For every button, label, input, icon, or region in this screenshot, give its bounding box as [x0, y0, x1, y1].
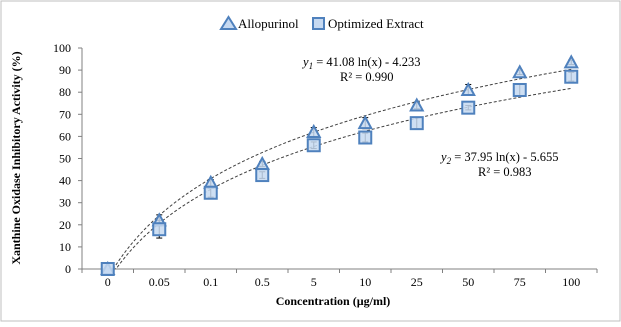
x-tick-label: 0.05: [149, 275, 170, 289]
y-tick-label: 90: [59, 63, 71, 77]
equation-2-rest: = 37.95 ln(x) - 5.655: [451, 150, 558, 164]
optimized-extract-point: [203, 185, 218, 200]
x-axis-title: Concentration (µg/ml): [276, 294, 391, 308]
x-tick-label: 0.5: [255, 275, 270, 289]
optimized-extract-point: [255, 168, 270, 183]
legend: Allopurinol Optimized Extract: [219, 15, 424, 31]
allopurinol-point: [306, 123, 322, 138]
r-squared-1-text: R² = 0.990: [340, 70, 394, 84]
allopurinol-point: [409, 97, 425, 112]
y-tick-label: 20: [59, 218, 71, 232]
optimized-extract-point: [152, 222, 167, 237]
equation-2-var: y: [439, 150, 447, 164]
y-tick-label: 30: [59, 196, 71, 210]
x-tick-label: 50: [462, 275, 474, 289]
equation-1-var: y: [301, 55, 309, 69]
optimized-extract-point: [564, 69, 579, 84]
equation-1-subscript: 1: [309, 61, 314, 71]
data-markers: [100, 54, 579, 276]
optimized-extract-point: [100, 262, 115, 276]
equation-1-text: y1 = 41.08 ln(x) - 4.233: [301, 55, 420, 71]
x-tick-label: 5: [311, 275, 317, 289]
legend-label-allopurinol: Allopurinol: [238, 16, 299, 31]
y-tick-label: 100: [53, 41, 71, 55]
allopurinol-point: [460, 81, 476, 96]
allopurinol-point: [563, 54, 579, 69]
optimized-extract-point: [512, 82, 527, 97]
x-tick-label: 100: [562, 275, 580, 289]
trendline-series-2: [107, 87, 572, 270]
optimized-extract-point: [409, 116, 424, 131]
optimized-extract-point: [306, 138, 321, 153]
y-tick-label: 60: [59, 129, 71, 143]
allopurinol-point: [512, 64, 528, 79]
trendlines: [107, 68, 572, 270]
y-tick-label: 10: [59, 240, 71, 254]
legend-item-optimized-extract: Optimized Extract: [312, 16, 424, 31]
equation-2-text: y2 = 37.95 ln(x) - 5.655: [439, 150, 558, 166]
equation-2-subscript: 2: [447, 156, 452, 166]
legend-label-optimized-extract: Optimized Extract: [328, 16, 424, 31]
equation-1-rest: = 41.08 ln(x) - 4.233: [313, 55, 420, 69]
legend-triangle-marker: [219, 15, 238, 30]
x-tick-label: 25: [411, 275, 423, 289]
optimized-extract-point: [358, 130, 373, 145]
x-tick-label: 0.1: [203, 275, 218, 289]
legend-item-allopurinol: Allopurinol: [219, 15, 299, 31]
equation-optimized-extract: y2 = 37.95 ln(x) - 5.655 R² = 0.983: [439, 150, 558, 179]
equation-allopurinol: y1 = 41.08 ln(x) - 4.233 R² = 0.990: [301, 55, 420, 84]
legend-square-marker: [312, 17, 325, 30]
allopurinol-point: [357, 115, 373, 130]
r-squared-2-text: R² = 0.983: [478, 165, 532, 179]
y-axis-ticks: 0 10 20 30 40 50 60 70 80 90 100: [53, 41, 82, 276]
y-tick-label: 0: [65, 262, 71, 276]
y-tick-label: 70: [59, 107, 71, 121]
optimized-extract-point: [461, 100, 476, 115]
y-tick-label: 50: [59, 152, 71, 166]
x-tick-label: 0: [105, 275, 111, 289]
y-axis-title: Xanthine Oxidase Inhibitory Activity (%): [9, 51, 23, 264]
x-axis-ticks: 0 0.05 0.1 0.5 5 10 25 50 75 100: [81, 269, 598, 289]
y-tick-label: 80: [59, 85, 71, 99]
x-tick-label: 75: [514, 275, 526, 289]
y-tick-label: 40: [59, 174, 71, 188]
x-tick-label: 10: [359, 275, 371, 289]
